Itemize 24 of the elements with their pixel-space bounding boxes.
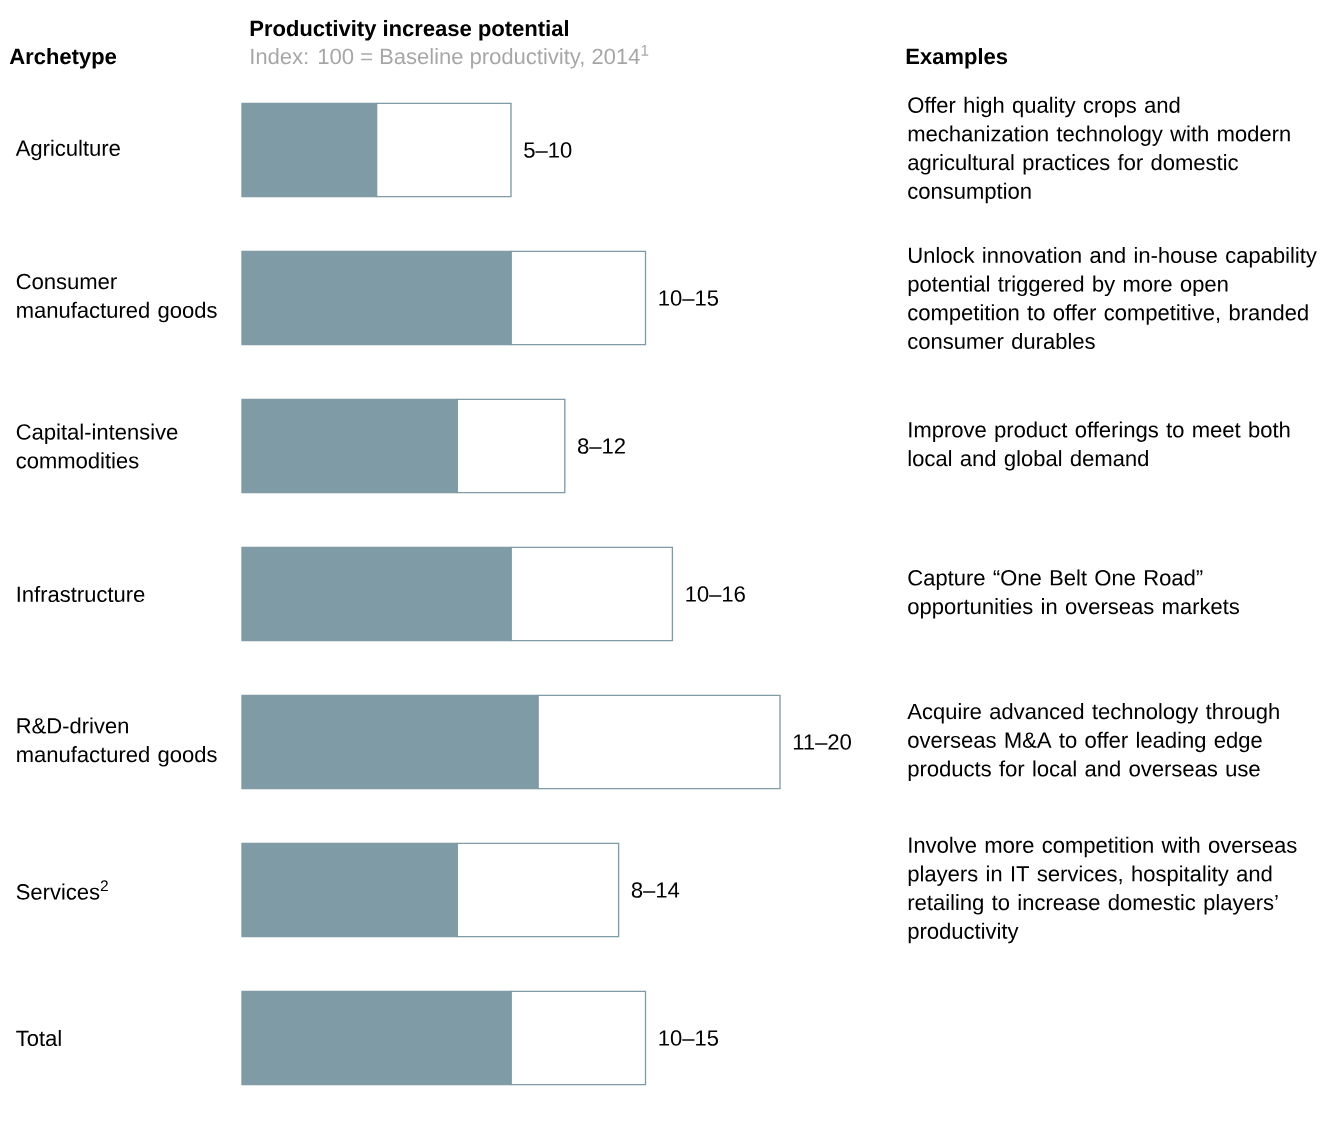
text: Improve product offerings to meet both local and global demand xyxy=(908,421,1290,471)
y-tick-label: Total xyxy=(16,1029,61,1047)
text: Involve more competition with overseas players in IT services, hospitality and retailing to increase domestic players’ productivity xyxy=(908,836,1297,944)
data-label: 10–15 xyxy=(659,290,719,306)
y-tick-label: Agriculture xyxy=(15,139,120,161)
data-label: 11–20 xyxy=(793,734,851,750)
data-label: 8–14 xyxy=(631,882,680,898)
y-tick-label: Consumer manufactured goods xyxy=(16,273,217,323)
data-label: 5–10 xyxy=(524,142,572,158)
text: Acquire advanced technology through overseas M&A to offer leading edge products for local and overseas use xyxy=(907,703,1279,781)
text: Capture “One Belt One Road” opportunities in overseas markets xyxy=(908,569,1240,619)
data-label: 10–16 xyxy=(686,586,745,602)
text: Examples xyxy=(906,48,1008,69)
data-label: 10–15 xyxy=(659,1030,719,1046)
chart-subtitle: Index: 100 = Baseline productivity, 2014$^{1}$ xyxy=(251,45,649,69)
text: Archetype xyxy=(9,48,117,69)
y-tick-label: Capital-intensive commodities xyxy=(16,423,178,469)
data-label: 8–12 xyxy=(578,438,625,454)
text: Offer high quality crops and mechanization technology with modern agricultural practices for domestic consumption xyxy=(908,96,1290,204)
chart-title: Productivity increase potential xyxy=(250,20,569,41)
text: Unlock innovation and in-house capability potential triggered by more open competition to offer competitive, branded consumer durables xyxy=(908,246,1317,350)
y-tick-label: R&D-driven manufactured goods xyxy=(17,717,217,767)
y-tick-label: Services$^{2}$ xyxy=(16,880,108,900)
y-tick-label: Infrastructure xyxy=(17,585,145,603)
